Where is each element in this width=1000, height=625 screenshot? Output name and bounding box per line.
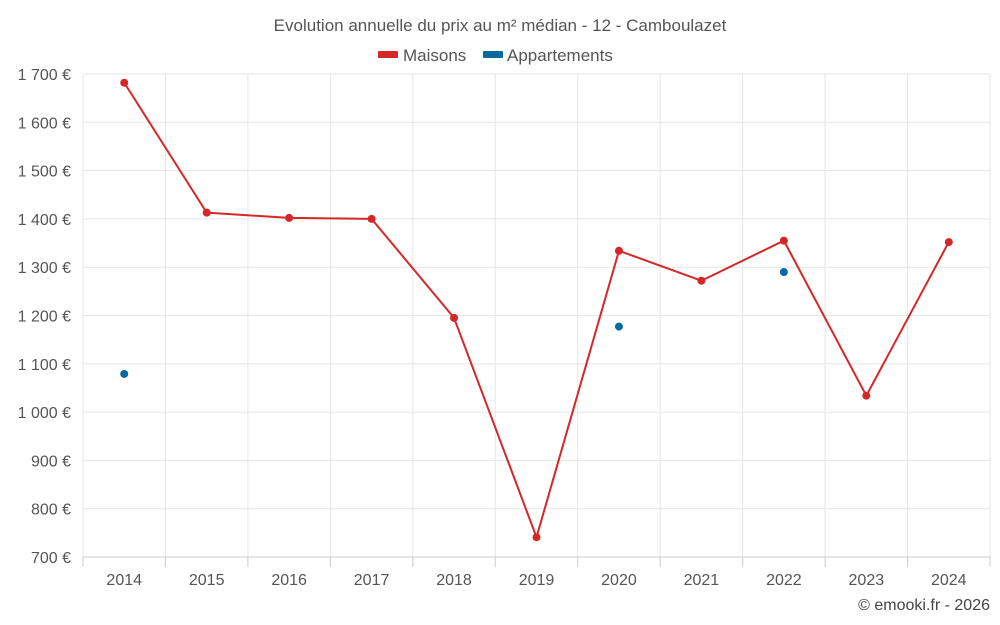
series-maisons [120, 78, 953, 542]
data-point[interactable] [697, 276, 706, 285]
y-tick-label: 1 600 € [18, 115, 71, 132]
axes [82, 556, 991, 567]
data-point[interactable] [862, 391, 871, 400]
y-tick-label: 1 100 € [18, 357, 71, 374]
y-tick-label: 1 000 € [18, 405, 71, 422]
data-point[interactable] [202, 208, 211, 217]
legend-label-maisons: Maisons [403, 46, 466, 65]
legend-label-appartements: Appartements [507, 46, 613, 65]
x-tick-label: 2015 [189, 572, 225, 589]
legend-item-appartements[interactable]: Appartements [483, 46, 613, 65]
data-point[interactable] [614, 246, 623, 255]
data-point[interactable] [944, 238, 953, 247]
data-point[interactable] [779, 268, 788, 277]
legend-swatch-maisons [378, 51, 398, 58]
data-point[interactable] [120, 369, 129, 378]
y-tick-label: 1 500 € [18, 164, 71, 181]
x-tick-label: 2019 [519, 572, 555, 589]
data-point[interactable] [367, 214, 376, 223]
y-tick-label: 1 700 € [18, 67, 71, 84]
y-tick-label: 900 € [31, 453, 71, 470]
x-tick-label: 2017 [354, 572, 390, 589]
y-tick-label: 700 € [31, 550, 71, 567]
data-point[interactable] [285, 213, 294, 222]
x-tick-label: 2021 [684, 572, 720, 589]
y-axis-labels: 700 € 800 € 900 € 1 000 € 1 100 € 1 200 € 1 30… [18, 67, 71, 567]
legend-swatch-appartements [483, 51, 503, 58]
series [120, 78, 953, 542]
data-point[interactable] [450, 313, 459, 322]
data-point[interactable] [120, 78, 129, 87]
legend-item-maisons[interactable]: Maisons [378, 46, 466, 65]
x-tick-label: 2020 [601, 572, 637, 589]
y-tick-label: 800 € [31, 502, 71, 519]
x-tick-label: 2018 [436, 572, 472, 589]
y-tick-label: 1 400 € [18, 212, 71, 229]
x-tick-label: 2023 [849, 572, 885, 589]
y-tick-label: 1 300 € [18, 260, 71, 277]
chart-title: Evolution annuelle du prix au m² médian … [274, 16, 727, 35]
data-point[interactable] [779, 236, 788, 245]
x-axis-labels: 2014 2015 2016 2017 2018 2019 2020 2021 2022 2023… [106, 572, 966, 589]
x-tick-label: 2024 [931, 572, 967, 589]
series-appartements [120, 268, 788, 378]
y-tick-label: 1 200 € [18, 309, 71, 326]
grid [82, 73, 991, 557]
legend: Maisons Appartements [378, 46, 613, 65]
credit-text: © emooki.fr - 2026 [858, 597, 990, 614]
x-tick-label: 2022 [766, 572, 802, 589]
x-tick-label: 2014 [106, 572, 142, 589]
x-tick-label: 2016 [271, 572, 307, 589]
data-point[interactable] [532, 533, 541, 542]
data-point[interactable] [614, 322, 623, 331]
